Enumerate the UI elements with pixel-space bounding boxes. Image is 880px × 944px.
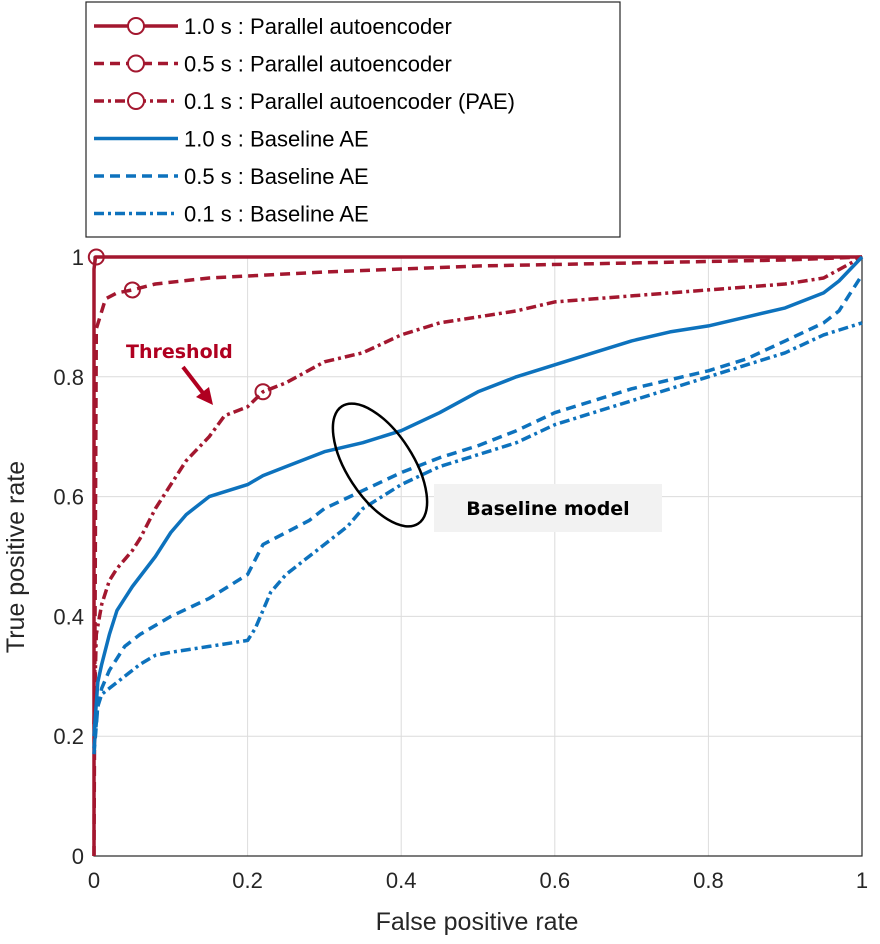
threshold-arrow-shaft <box>181 365 205 395</box>
series-line-3 <box>92 255 863 725</box>
x-axis-label: False positive rate <box>376 908 579 936</box>
legend-entry-label: 0.5 s : Baseline AE <box>184 164 369 189</box>
x-tick-label: 0 <box>88 868 100 893</box>
y-tick-label: 0.2 <box>53 724 84 749</box>
y-tick-label: 0.4 <box>53 604 84 629</box>
x-tick-label: 0.6 <box>540 868 571 893</box>
legend-entry-label: 1.0 s : Baseline AE <box>184 127 369 152</box>
tick-labels: 0 0.2 0.4 0.6 0.8 1 0 0.2 0.4 0.6 0.8 1 <box>53 245 868 893</box>
threshold-marker-2 <box>123 281 141 299</box>
legend-box <box>85 1 621 238</box>
legend-marker <box>127 17 145 35</box>
threshold-annotation: Threshold <box>126 341 233 363</box>
series-lines <box>87 248 864 857</box>
legend: 1.0 s : Parallel autoencoder 0.5 s : Para… <box>85 1 621 238</box>
threshold-marker-1 <box>87 248 105 266</box>
series-line-4 <box>92 255 864 737</box>
x-tick-label: 1 <box>856 868 868 893</box>
baseline-model-annotation: Baseline model <box>466 498 629 520</box>
series-line-5 <box>92 274 864 755</box>
threshold-arrow-head <box>196 387 213 405</box>
x-tick-label: 0.2 <box>232 868 263 893</box>
legend-entry-label: 0.5 s : Parallel autoencoder <box>184 52 452 77</box>
y-axis-label: True positive rate <box>2 461 30 653</box>
y-tick-label: 0.6 <box>53 485 84 510</box>
legend-entry-label: 0.1 s : Parallel autoencoder (PAE) <box>184 89 515 114</box>
x-tick-label: 0.8 <box>693 868 724 893</box>
y-tick-label: 0.8 <box>53 365 84 390</box>
legend-marker <box>127 92 145 110</box>
series-line-2 <box>92 255 863 857</box>
legend-entry-label: 1.0 s : Parallel autoencoder <box>184 14 452 39</box>
baseline-ellipse <box>331 402 429 528</box>
y-tick-label: 1 <box>72 245 84 270</box>
legend-entry-label: 0.1 s : Baseline AE <box>184 202 369 227</box>
series-line-6 <box>92 321 863 749</box>
threshold-marker-3 <box>254 383 272 401</box>
baseline-label-box <box>434 484 662 532</box>
annotations: Threshold Baseline model <box>126 341 662 532</box>
x-tick-label: 0.4 <box>386 868 417 893</box>
y-tick-label: 0 <box>72 844 84 869</box>
legend-marker <box>127 54 145 73</box>
